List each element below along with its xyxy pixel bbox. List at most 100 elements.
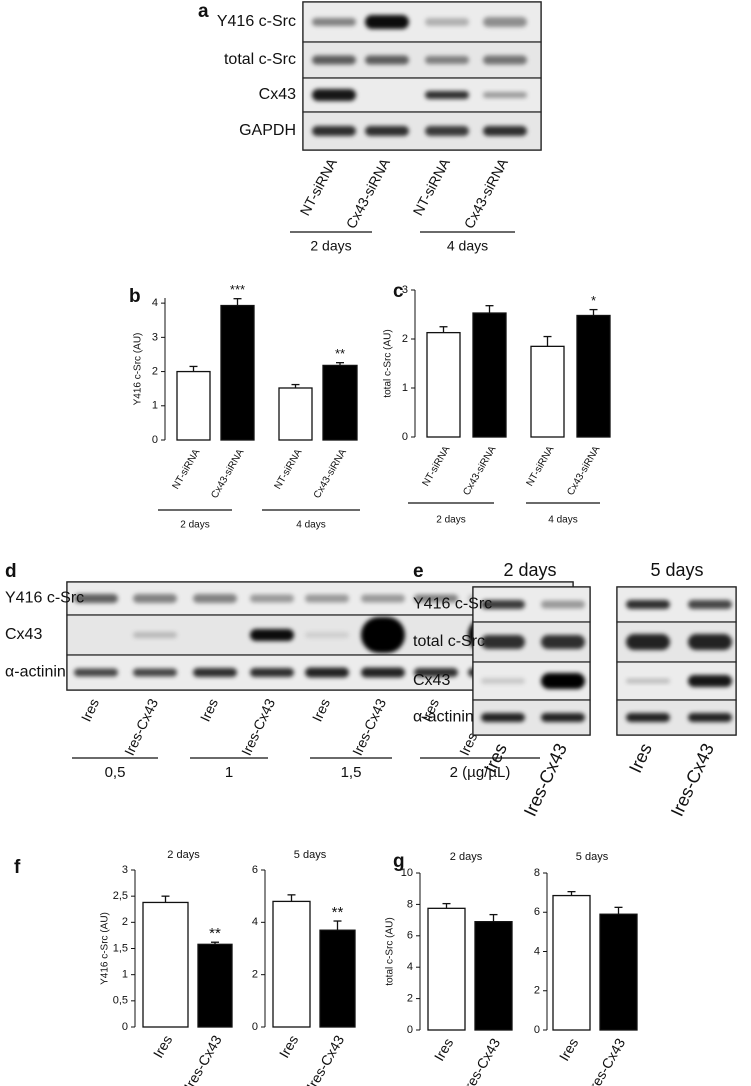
group-label: 2 (µg/µL) (450, 764, 511, 781)
band (365, 126, 409, 136)
band (483, 126, 527, 136)
y-tick-label: 2 (534, 985, 540, 997)
band (365, 55, 409, 65)
y-tick-label: 0 (122, 1021, 128, 1033)
y-tick-label: 2 (152, 365, 158, 377)
x-tick-label: Ires (276, 1032, 302, 1060)
band (481, 678, 525, 684)
band (305, 632, 349, 638)
band (541, 635, 585, 649)
band (626, 713, 670, 722)
significance: * (591, 293, 596, 308)
band (361, 617, 405, 653)
band (305, 667, 349, 678)
group-label: 1,5 (341, 764, 362, 781)
bar (474, 921, 513, 1031)
band (541, 600, 585, 609)
significance: ** (332, 904, 344, 921)
panel-title: 5 days (650, 560, 703, 580)
bar (472, 312, 507, 438)
lane-label: Cx43-siRNA (461, 155, 512, 231)
lane-label: Ires-Cx43 (121, 696, 161, 758)
y-tick-label: 0 (407, 1024, 413, 1036)
row-label: α-actinin (413, 709, 474, 726)
lane-label: Cx43-siRNA (343, 155, 394, 231)
bar (426, 331, 461, 438)
band (312, 55, 356, 65)
lane-label: Ires-Cx43 (520, 740, 571, 819)
band (133, 668, 177, 677)
significance: *** (230, 282, 245, 297)
group-label: 2 days (310, 238, 351, 254)
x-tick-label: NT-siRNA (525, 444, 557, 488)
group-label: 0,5 (105, 764, 126, 781)
bar (142, 901, 189, 1028)
band (425, 18, 469, 26)
bar (176, 370, 211, 441)
row-label: total c-Src (224, 51, 296, 68)
band (626, 634, 670, 650)
y-tick-label: 3 (122, 864, 128, 876)
y-tick-label: 4 (534, 945, 540, 957)
band (541, 713, 585, 722)
band (133, 594, 177, 603)
y-tick-label: 0 (534, 1024, 540, 1036)
bar (530, 345, 565, 438)
row-label: Y416 c-Src (413, 596, 492, 613)
panel-label: e (413, 561, 424, 582)
band (193, 668, 237, 677)
group-label: 1 (225, 764, 233, 781)
y-tick-label: 4 (407, 961, 413, 973)
band (541, 673, 585, 689)
x-tick-label: Cx43-siRNA (565, 444, 602, 497)
band (250, 594, 294, 603)
bar (272, 900, 311, 1028)
x-tick-label: NT-siRNA (421, 444, 453, 488)
band (250, 629, 294, 641)
band (425, 126, 469, 136)
y-tick-label: 8 (407, 898, 413, 910)
row-label: Cx43 (5, 626, 42, 643)
chart-title: 5 days (576, 851, 609, 863)
y-tick-label: 0 (152, 434, 158, 446)
significance: ** (209, 925, 221, 942)
y-tick-label: 0 (252, 1021, 258, 1033)
x-tick-label: Ires-Cx43 (181, 1032, 225, 1086)
x-tick-label: Ires (431, 1035, 457, 1063)
x-tick-label: Ires-Cx43 (303, 1032, 347, 1086)
y-tick-label: 8 (534, 867, 540, 879)
band (626, 678, 670, 684)
panel-label: b (129, 286, 141, 307)
bar (552, 894, 591, 1031)
band (626, 600, 670, 609)
row-label: α-actinin (5, 664, 66, 681)
panel-label: f (14, 857, 21, 878)
y-axis-label: total c-Src (AU) (385, 917, 396, 985)
bar (599, 913, 638, 1031)
y-tick-label: 6 (252, 864, 258, 876)
band (425, 91, 469, 99)
y-tick-label: 0,5 (113, 995, 128, 1007)
bar (220, 304, 255, 441)
chart-title: 2 days (450, 851, 483, 863)
y-axis-label: Y416 c-Src (AU) (100, 912, 111, 985)
group-label: 2 days (436, 515, 465, 526)
y-axis-label: total c-Src (AU) (383, 329, 394, 397)
panel-label: c (393, 281, 404, 302)
x-tick-label: Ires-Cx43 (584, 1035, 628, 1086)
lane-label: NT-siRNA (410, 155, 454, 218)
row-label: GAPDH (239, 122, 296, 139)
band (688, 713, 732, 722)
group-label: 4 days (447, 238, 488, 254)
y-tick-label: 2 (252, 969, 258, 981)
bar (319, 929, 356, 1028)
band (133, 632, 177, 638)
y-tick-label: 2 (407, 993, 413, 1005)
x-tick-label: Ires (556, 1035, 582, 1063)
x-tick-label: NT-siRNA (171, 447, 203, 491)
x-tick-label: Ires-Cx43 (459, 1035, 503, 1086)
band (688, 675, 732, 687)
bar (576, 314, 611, 438)
band (312, 126, 356, 136)
row-label: Y416 c-Src (217, 13, 296, 30)
